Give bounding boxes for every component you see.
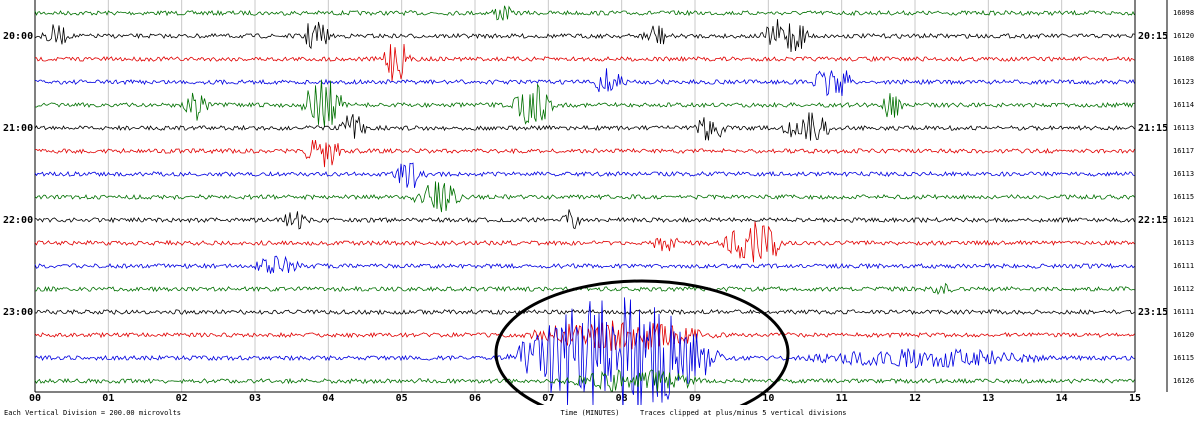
trace (34, 255, 1135, 274)
trace (34, 297, 1135, 416)
x-tick-label: 01 (102, 393, 114, 404)
x-tick-label: 14 (1056, 393, 1068, 404)
trace-count: 16117 (1173, 147, 1194, 155)
trace-count: 16111 (1173, 262, 1194, 270)
trace-count: 16098 (1173, 9, 1194, 17)
trace-count: 16115 (1173, 193, 1194, 201)
x-tick-label: 07 (542, 393, 554, 404)
trace-count: 16111 (1173, 308, 1194, 316)
scale-note: Each Vertical Division = 200.00 microvol… (4, 409, 181, 417)
x-tick-label: 09 (689, 393, 701, 404)
trace (34, 209, 1135, 230)
x-tick-label: 08 (616, 393, 628, 404)
trace-count: 16113 (1173, 170, 1194, 178)
trace-count: 16120 (1173, 32, 1194, 40)
trace (34, 19, 1135, 53)
x-tick-label: 03 (249, 393, 261, 404)
trace-count: 16114 (1173, 101, 1194, 109)
traces (34, 5, 1135, 416)
trace (34, 221, 1135, 263)
trace (34, 5, 1135, 21)
x-tick-label: 12 (909, 393, 921, 404)
x-tick-label: 02 (176, 393, 188, 404)
trace-count: 16113 (1173, 239, 1194, 247)
x-tick-label: 06 (469, 393, 481, 404)
hour-label: 21:00 (3, 123, 33, 134)
trace-count: 16126 (1173, 377, 1194, 385)
hour-label-right: 22:15 (1138, 215, 1168, 226)
highlight-ellipse (494, 279, 790, 423)
x-tick-label: 10 (762, 393, 774, 404)
clip-note: Traces clipped at plus/minus 5 vertical … (640, 409, 847, 417)
trace (34, 320, 1135, 351)
trace (35, 139, 1135, 168)
hour-label-right: 21:15 (1138, 123, 1168, 134)
trace (34, 162, 1135, 188)
trace (34, 43, 1135, 82)
hour-label-right: 20:15 (1138, 31, 1168, 42)
trace (34, 68, 1135, 97)
hour-label: 22:00 (3, 215, 33, 226)
x-tick-label: 04 (322, 393, 334, 404)
hour-label-right: 23:15 (1138, 307, 1168, 318)
trace (34, 369, 1135, 392)
trace (34, 181, 1135, 213)
trace-count: 16115 (1173, 354, 1194, 362)
x-tick-label: 11 (836, 393, 848, 404)
hour-label: 23:00 (3, 307, 33, 318)
trace (34, 308, 1135, 316)
trace-count: 16113 (1173, 124, 1194, 132)
hour-label: 20:00 (3, 31, 33, 42)
x-tick-label: 13 (982, 393, 994, 404)
x-tick-label: 15 (1129, 393, 1141, 404)
trace (34, 112, 1135, 141)
x-tick-label: 05 (396, 393, 408, 404)
x-tick-label: 00 (29, 393, 41, 404)
trace (34, 79, 1135, 128)
trace-count: 16121 (1173, 216, 1194, 224)
grid: 00 01 02 03 04 05 06 07 08 09 10 11 12 13 14 15 16098 161… (3, 0, 1194, 404)
trace-count: 16112 (1173, 285, 1194, 293)
axis-title: Time (MINUTES) (560, 409, 619, 417)
trace-count: 16120 (1173, 331, 1194, 339)
trace-count: 16123 (1173, 78, 1194, 86)
footer-bg (0, 405, 1200, 419)
trace-count: 16108 (1173, 55, 1194, 63)
